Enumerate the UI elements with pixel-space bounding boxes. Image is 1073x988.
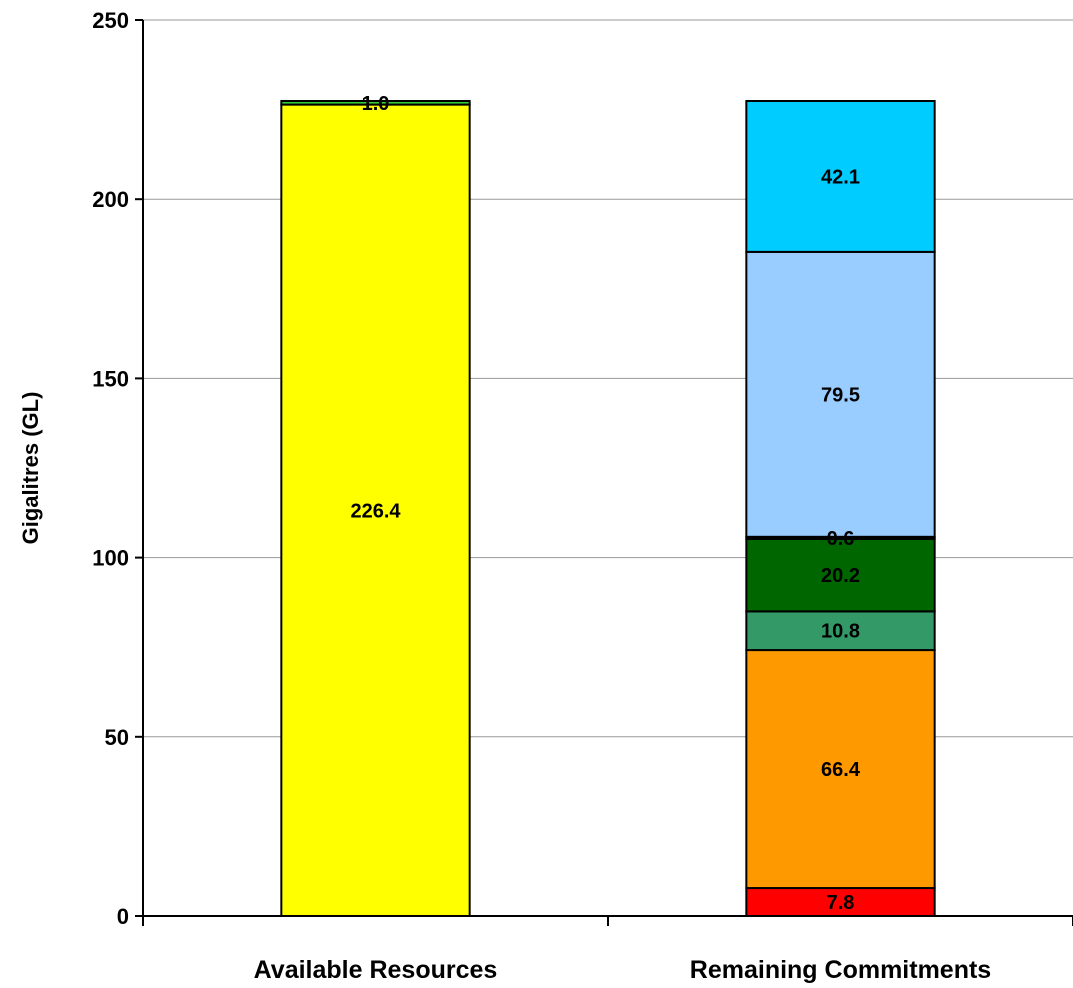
bar-segment [745, 649, 936, 890]
data-label: 0.6 [827, 528, 855, 550]
bar-segment [745, 887, 936, 917]
y-tick-label: 50 [105, 725, 129, 750]
y-axis-title: Gigalitres (GL) [18, 392, 43, 545]
y-tick-label: 0 [117, 904, 129, 929]
data-label: 10.8 [821, 621, 860, 643]
bar-segment [745, 250, 936, 538]
data-label: 66.4 [821, 759, 861, 781]
y-tick-label: 200 [92, 187, 129, 212]
data-label: 79.5 [821, 384, 860, 406]
data-label: 226.4 [350, 500, 401, 522]
bars: 226.4 1.0 7.8 66.4 10.8 20.2 0.6 79.5 42.1 [280, 93, 936, 917]
bar-segment [745, 99, 936, 253]
data-label: 42.1 [821, 166, 860, 188]
x-category-label: Available Resources [254, 956, 498, 984]
axes [135, 19, 1073, 926]
bar-segment [280, 99, 471, 106]
data-label: 7.8 [827, 892, 855, 914]
y-tick-label: 100 [92, 546, 129, 571]
bar-segment [280, 103, 471, 917]
data-label: 1.0 [362, 93, 390, 115]
y-tick-label: 250 [92, 8, 129, 33]
y-tick-labels: 0 50 100 150 200 250 [92, 8, 129, 929]
x-category-labels: Available Resources Remaining Commitments [254, 956, 992, 984]
data-label: 20.2 [821, 565, 860, 587]
bar-segment [745, 610, 936, 652]
y-tick-label: 150 [92, 366, 129, 391]
x-category-label: Remaining Commitments [690, 956, 991, 984]
bar-segment [745, 537, 936, 613]
